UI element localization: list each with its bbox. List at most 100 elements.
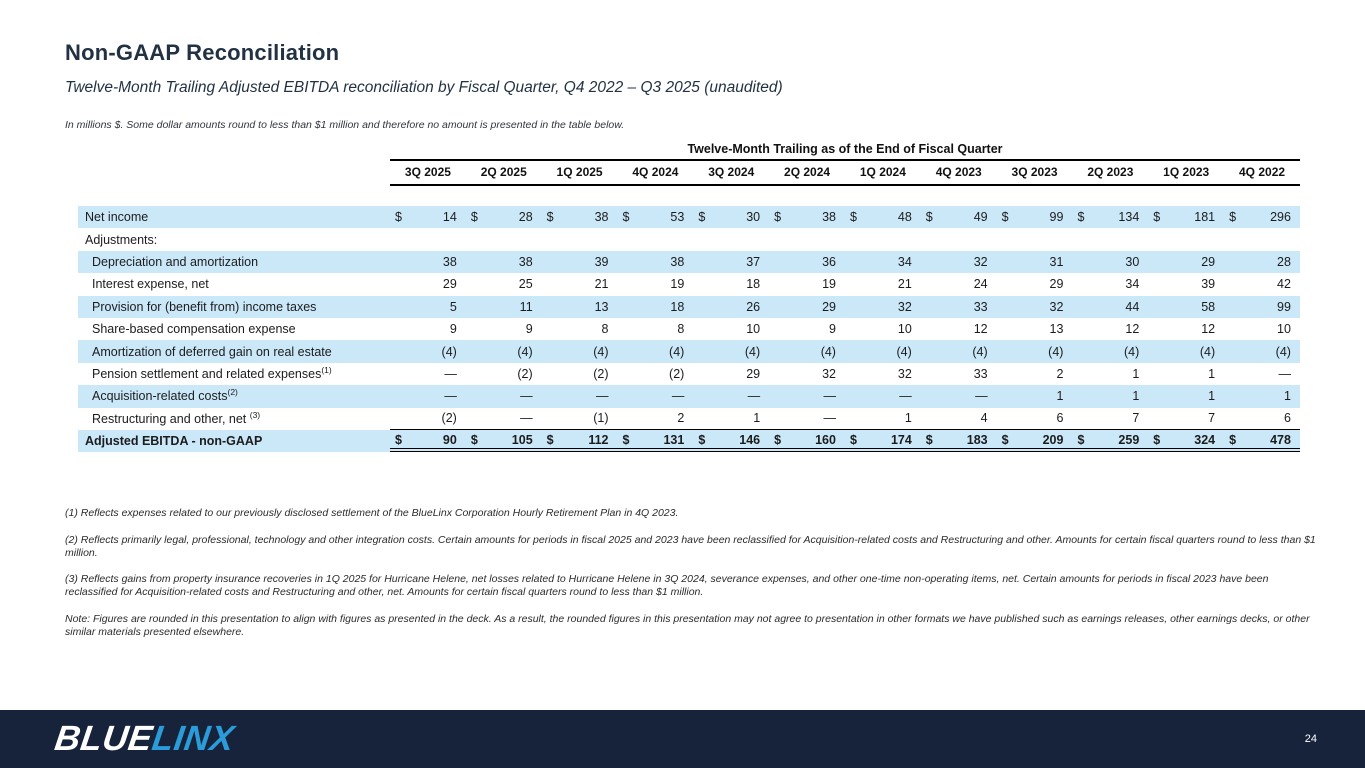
table-cell: 2 — [617, 411, 693, 425]
column-header: 2Q 2025 — [480, 165, 527, 179]
table-cell: (4) — [1072, 345, 1148, 359]
column-header: 3Q 2023 — [1011, 165, 1058, 179]
table-cell: 6 — [997, 411, 1073, 425]
footnote: (3) Reflects gains from property insuran… — [65, 573, 1269, 599]
currency-symbol: $ — [925, 432, 933, 447]
cell-value: 131 — [663, 432, 685, 447]
table-cell: 29 — [390, 277, 466, 291]
cell-value: (2) — [441, 411, 457, 426]
cell-value: 2 — [677, 411, 685, 426]
table-cell: $53 — [617, 210, 693, 224]
row-values: (2) — (1) 2 1 — 1 4 6 7 7 6 — [390, 408, 1300, 430]
table-cell: 1 — [1072, 367, 1148, 381]
cell-value: 24 — [973, 277, 988, 292]
table-cell: (4) — [542, 345, 618, 359]
cell-value: 174 — [890, 432, 912, 447]
cell-value: 160 — [815, 432, 836, 447]
table-cell: 7 — [1148, 411, 1224, 425]
footnote: (2) Reflects primarily legal, profession… — [65, 533, 1316, 559]
logo-blue-text: BLUE — [52, 719, 156, 758]
currency-symbol: $ — [1153, 432, 1161, 447]
table-row: Amortization of deferred gain on real es… — [78, 340, 1300, 363]
cell-value: (4) — [1048, 344, 1064, 359]
table-cell: 32 — [845, 367, 921, 381]
cell-value: 146 — [739, 432, 761, 447]
table-cell: $105 — [466, 433, 542, 447]
cell-value: 30 — [1125, 254, 1140, 269]
table-cell: 1 — [997, 389, 1073, 403]
currency-symbol: $ — [774, 432, 782, 447]
table-cell: $38 — [769, 210, 845, 224]
units-note: In millions $. Some dollar amounts round… — [65, 119, 625, 131]
cell-value: 12 — [1125, 322, 1140, 337]
cell-value: 29 — [822, 299, 836, 314]
cell-value: 209 — [1042, 432, 1064, 447]
row-values: $14 $28 $38 $53 $30 $38 $48 $49 $99 $134 $181 $296 — [390, 206, 1300, 228]
currency-symbol: $ — [925, 210, 933, 225]
table-cell: 28 — [1224, 255, 1300, 269]
table-cell: $112 — [542, 433, 618, 447]
table-cell: 39 — [542, 255, 618, 269]
table-cell: 13 — [997, 322, 1073, 336]
table-cell: $259 — [1072, 433, 1148, 447]
row-values: (4) (4) (4) (4) (4) (4) (4) (4) (4) (4) (4) (4) — [390, 340, 1300, 362]
row-values: $90 $105 $112 $131 $146 $160 $174 $183 $209 $259 $… — [390, 430, 1300, 453]
cell-value: 10 — [746, 322, 761, 337]
bluelinx-logo: BLUELINX — [52, 719, 237, 759]
table-cell: $181 — [1148, 210, 1224, 224]
cell-value: 9 — [449, 322, 457, 337]
cell-value: 8 — [677, 322, 685, 337]
table-cell: 1 — [845, 411, 921, 425]
footnotes: (1) Reflects expenses related to our pre… — [65, 507, 1317, 653]
cell-value: 324 — [1194, 432, 1216, 447]
cell-value: 18 — [746, 277, 761, 292]
table-cell: 44 — [1072, 300, 1148, 314]
currency-symbol: $ — [849, 432, 857, 447]
table-row: Acquisition-related costs(2) — — — — — — — — 1 1 1 1 — [78, 385, 1300, 408]
table-cell: $146 — [693, 433, 769, 447]
cell-value: (4) — [593, 344, 609, 359]
table-cell: 32 — [997, 300, 1073, 314]
table-cell: 5 — [390, 300, 466, 314]
cell-value: (4) — [1275, 344, 1291, 359]
cell-value: 48 — [897, 210, 912, 225]
cell-value: 134 — [1118, 210, 1140, 225]
table-cell: (4) — [390, 345, 466, 359]
table-cell: — — [390, 389, 466, 403]
table-row: Share-based compensation expense 9 9 8 8 10 9 1… — [78, 318, 1300, 340]
cell-value: 181 — [1194, 210, 1216, 225]
cell-value: 183 — [966, 432, 988, 447]
table-cell: 24 — [921, 277, 997, 291]
cell-value: 9 — [525, 322, 533, 337]
row-label: Acquisition-related costs(2) — [92, 387, 238, 404]
cell-value: (4) — [1124, 344, 1140, 359]
row-values: — — — — — — — — 1 1 1 1 — [390, 385, 1300, 407]
cell-value: (4) — [669, 344, 685, 359]
footnote: (1) Reflects expenses related to our pre… — [65, 507, 679, 519]
table-cell: (2) — [542, 367, 618, 381]
table-cell: (4) — [769, 345, 845, 359]
table-cell: — — [542, 389, 618, 403]
table-cell: 6 — [1224, 411, 1300, 425]
cell-value: 5 — [449, 299, 457, 314]
cell-value: 4 — [980, 411, 988, 426]
table-cell: 10 — [1224, 322, 1300, 336]
cell-value: — — [520, 411, 533, 426]
table-cell: 32 — [921, 255, 997, 269]
row-label: Pension settlement and related expenses(… — [92, 364, 332, 381]
row-label: Adjustments: — [85, 232, 158, 247]
cell-value: 38 — [594, 210, 609, 225]
cell-value: — — [520, 389, 533, 404]
table-cell: 19 — [769, 277, 845, 291]
cell-value: 25 — [518, 277, 533, 292]
table-cell: 31 — [997, 255, 1073, 269]
table-cell: 10 — [845, 322, 921, 336]
column-header: 1Q 2024 — [859, 165, 906, 179]
table-cell: 34 — [1072, 277, 1148, 291]
table-cell: 9 — [390, 322, 466, 336]
table-cell: 38 — [617, 255, 693, 269]
row-label: Provision for (benefit from) income taxe… — [92, 299, 317, 314]
row-label: Restructuring and other, net (3) — [92, 409, 261, 426]
cell-value: 1 — [753, 411, 761, 426]
